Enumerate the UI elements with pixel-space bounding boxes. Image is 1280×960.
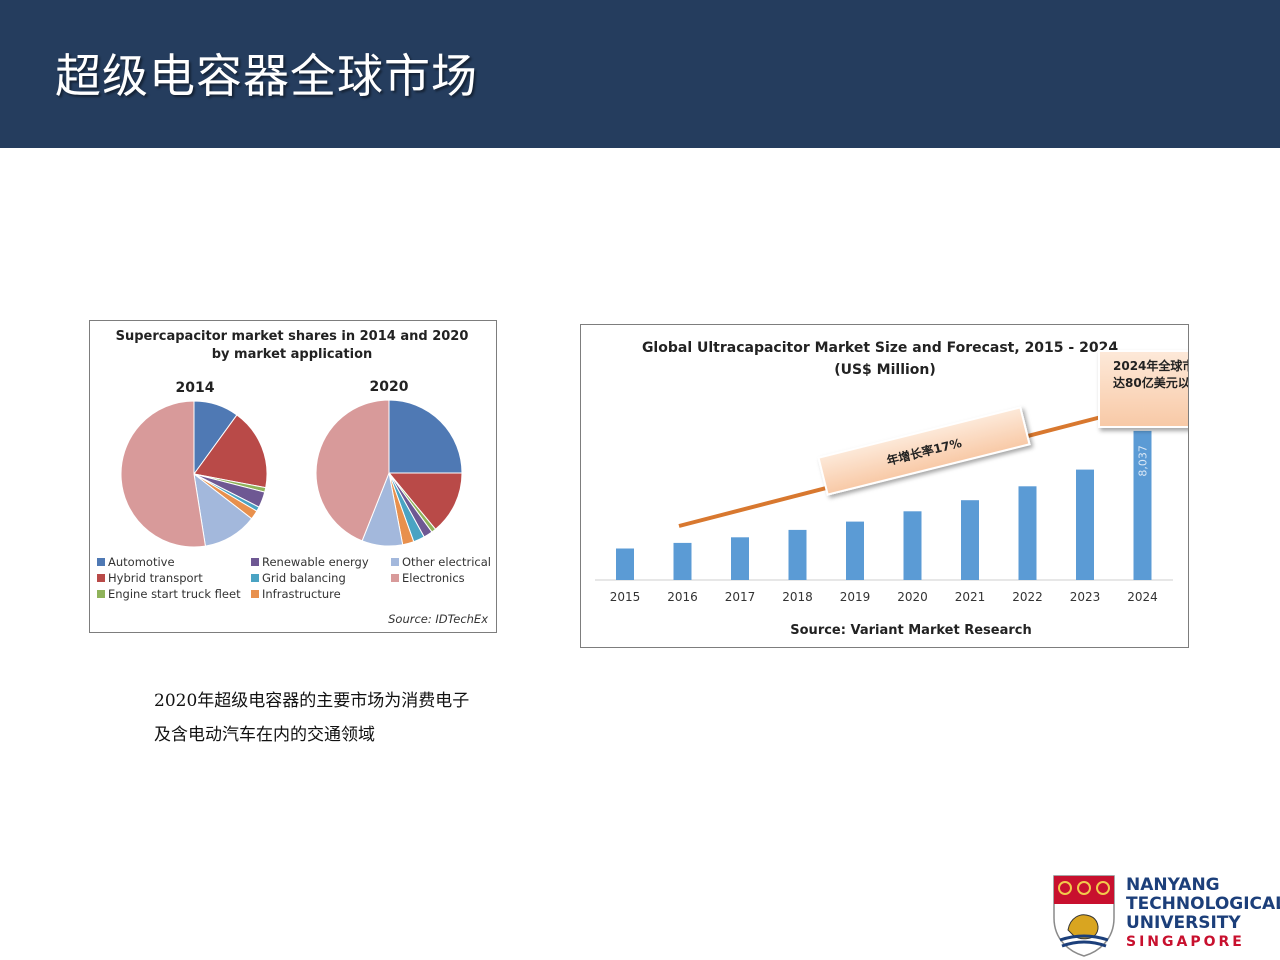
bar-chart: Global Ultracapacitor Market Size and Fo… — [595, 340, 1238, 638]
pie-slice-2014-electronics — [120, 400, 206, 548]
x-tick-label: 2018 — [782, 590, 813, 604]
legend-swatch — [97, 558, 105, 566]
bar-subtitle: (US$ Million) — [834, 362, 936, 378]
legend-swatch — [391, 574, 399, 582]
x-tick-label: 2021 — [955, 590, 986, 604]
slide-title: 超级电容器全球市场 — [55, 49, 478, 103]
callout-line-1: 2024年全球市场 — [1113, 358, 1188, 373]
pie-slice-2014-hybrid-transport — [193, 414, 268, 489]
legend-label: Hybrid transport — [108, 571, 203, 585]
callout-line-2: 达80亿美元以上 — [1113, 375, 1188, 390]
pie-chart: Supercapacitor market shares in 2014 and… — [97, 329, 491, 626]
pie-slice-2020-electronics — [315, 399, 390, 542]
bar-2020 — [903, 511, 922, 580]
legend-label: Grid balancing — [262, 571, 346, 585]
pie-title: Supercapacitor market shares in 2014 and… — [116, 329, 469, 344]
ntu-logo: NANYANG TECHNOLOGICAL UNIVERSITY SINGAPO… — [1052, 872, 1280, 957]
x-tick-label: 2017 — [725, 590, 756, 604]
bar-2018 — [788, 529, 807, 580]
market-callout: 2024年全球市场 达80亿美元以上 — [1098, 350, 1238, 428]
caption-line-2: 及含电动汽车在内的交通领域 — [154, 725, 375, 745]
x-tick-label: 2015 — [610, 590, 641, 604]
caption-line-1: 2020年超级电容器的主要市场为消费电子 — [154, 691, 470, 711]
legend-label: Renewable energy — [262, 555, 369, 569]
bar-2019 — [846, 521, 864, 580]
legend-swatch — [391, 558, 399, 566]
pie-label-2014: 2014 — [176, 380, 215, 396]
logo-line-2: TECHNOLOGICAL — [1126, 894, 1280, 914]
legend-swatch — [251, 574, 259, 582]
bar-2021 — [961, 500, 979, 580]
x-tick-label: 2019 — [840, 590, 871, 604]
x-tick-label: 2024 — [1127, 590, 1158, 604]
bar-2023 — [1076, 469, 1094, 580]
ntu-wordmark: NANYANG TECHNOLOGICAL UNIVERSITY SINGAPO… — [1126, 876, 1280, 952]
legend-swatch — [97, 574, 105, 582]
logo-line-1: NANYANG — [1126, 875, 1220, 895]
legend-label: Electronics — [402, 571, 465, 585]
legend-swatch — [251, 590, 259, 598]
x-tick-label: 2022 — [1012, 590, 1043, 604]
pie-source: Source: IDTechEx — [388, 612, 488, 626]
bar-2024 — [1133, 430, 1152, 580]
slide-caption: 2020年超级电容器的主要市场为消费电子 及含电动汽车在内的交通领域 — [154, 684, 469, 752]
title-bar: 超级电容器全球市场 — [0, 0, 1280, 148]
logo-line-4: SINGAPORE — [1126, 934, 1245, 950]
pie-subtitle: by market application — [212, 347, 373, 362]
pie-chart-panel: Supercapacitor market shares in 2014 and… — [89, 320, 497, 633]
x-tick-label: 2016 — [667, 590, 698, 604]
legend-label: Infrastructure — [262, 587, 341, 601]
bar-title: Global Ultracapacitor Market Size and Fo… — [642, 340, 1118, 356]
x-tick-label: 2023 — [1070, 590, 1101, 604]
legend-swatch — [97, 590, 105, 598]
bar-2015 — [616, 548, 634, 580]
pie-label-2020: 2020 — [370, 379, 409, 395]
ntu-crest-icon — [1053, 875, 1115, 957]
legend-label: Automotive — [108, 555, 175, 569]
legend-label: Engine start truck fleet — [108, 587, 241, 601]
pie-slice-2020-automotive — [388, 399, 463, 474]
bar-2022 — [1018, 486, 1037, 580]
x-tick-label: 2020 — [897, 590, 928, 604]
legend-swatch — [251, 558, 259, 566]
bar-source: Source: Variant Market Research — [790, 623, 1031, 638]
pie-slice-2020-hybrid-transport — [387, 472, 463, 530]
growth-rate-box: 年增长率17% — [817, 406, 1031, 496]
bar-chart-panel: Global Ultracapacitor Market Size and Fo… — [580, 324, 1238, 648]
bar-2017 — [731, 537, 749, 580]
legend-label: Other electrical — [402, 555, 491, 569]
logo-line-3: UNIVERSITY — [1126, 913, 1241, 933]
bar-data-label: 8,037 — [1137, 445, 1150, 477]
bar-2016 — [673, 542, 692, 580]
